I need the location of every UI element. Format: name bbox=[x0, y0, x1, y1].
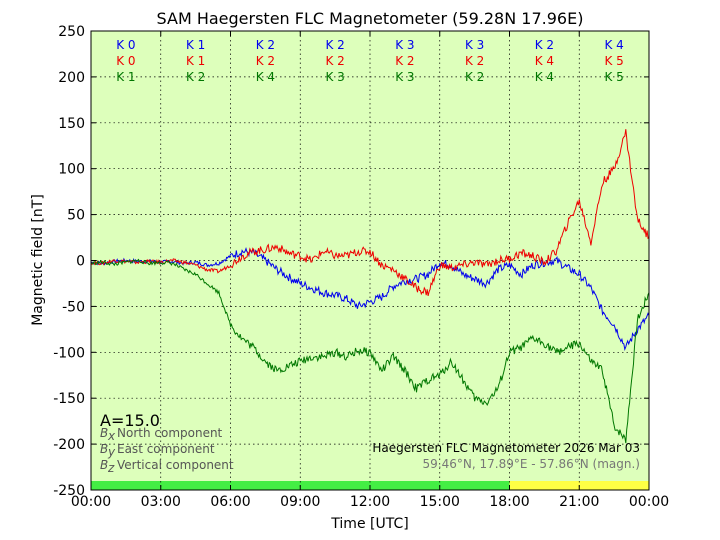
legend-label-y: East component bbox=[117, 442, 215, 456]
y-axis-label: Magnetic field [nT] bbox=[30, 194, 46, 326]
k-index-y-6: K 4 bbox=[535, 54, 554, 68]
x-tick-label-5: 15:00 bbox=[420, 494, 460, 510]
legend-subscript-y: y bbox=[107, 445, 116, 459]
k-index-z-7: K 5 bbox=[604, 70, 623, 84]
y-tick-label-2: -150 bbox=[53, 391, 85, 407]
legend-symbol-x: B bbox=[100, 426, 108, 440]
x-tick-label-4: 12:00 bbox=[350, 494, 390, 510]
k-index-y-7: K 5 bbox=[604, 54, 623, 68]
y-tick-label-5: 0 bbox=[76, 254, 85, 270]
chart-title: SAM Haegersten FLC Magnetometer (59.28N … bbox=[157, 9, 584, 28]
series-line-z bbox=[90, 258, 650, 444]
k-index-z-4: K 3 bbox=[395, 70, 414, 84]
k-index-y-5: K 2 bbox=[465, 54, 484, 68]
y-tick-label-9: 200 bbox=[58, 70, 85, 86]
footnote-title: Haegersten FLC Magnetometer 2026 Mar 03 bbox=[372, 441, 640, 455]
k-index-x-4: K 3 bbox=[395, 38, 414, 52]
k-index-table: K 0 K 1 K 2 K 2 K 3 K 3 K 2 K 4 K 0 K 1 K 2 K 2 K 2 K… bbox=[116, 38, 624, 84]
y-tick-label-0: -250 bbox=[53, 483, 85, 499]
k-index-x-5: K 3 bbox=[465, 38, 484, 52]
x-tick-label-1: 03:00 bbox=[141, 494, 181, 510]
k-index-x-3: K 2 bbox=[325, 38, 344, 52]
y-tick-label-1: -200 bbox=[53, 437, 85, 453]
series-group bbox=[90, 129, 650, 444]
y-tick-label-6: 50 bbox=[67, 208, 85, 224]
legend-symbol-z: B bbox=[100, 458, 108, 472]
a-index: A=15.0 bbox=[100, 411, 160, 430]
axis-ticks: 00:00 03:00 06:00 09:00 12:00 15:00 18:00 21:00… bbox=[53, 24, 669, 510]
x-tick-label-7: 21:00 bbox=[559, 494, 599, 510]
x-tick-label-8: 00:00 bbox=[629, 494, 669, 510]
y-tick-label-3: -100 bbox=[53, 345, 85, 361]
k-index-z-0: K 1 bbox=[116, 70, 135, 84]
k-index-z-2: K 4 bbox=[256, 70, 275, 84]
x-axis-label: Time [UTC] bbox=[330, 516, 408, 532]
series-line-y bbox=[90, 129, 650, 297]
y-tick-label-8: 150 bbox=[58, 116, 85, 132]
x-tick-label-3: 09:00 bbox=[280, 494, 320, 510]
k-index-x-0: K 0 bbox=[116, 38, 135, 52]
k-index-x-1: K 1 bbox=[186, 38, 205, 52]
k-index-y-2: K 2 bbox=[256, 54, 275, 68]
k-index-x-7: K 4 bbox=[604, 38, 623, 52]
y-tick-label-4: -50 bbox=[62, 299, 85, 315]
k-index-z-5: K 2 bbox=[465, 70, 484, 84]
legend-label-z: Vertical component bbox=[117, 458, 234, 472]
y-tick-label-7: 100 bbox=[58, 162, 85, 178]
x-tick-label-2: 06:00 bbox=[210, 494, 250, 510]
k-index-z-3: K 3 bbox=[325, 70, 344, 84]
x-tick-label-6: 18:00 bbox=[489, 494, 529, 510]
k-index-y-0: K 0 bbox=[116, 54, 135, 68]
k-index-y-1: K 1 bbox=[186, 54, 205, 68]
x-tick-label-0: 00:00 bbox=[71, 494, 111, 510]
legend-symbol-y: B bbox=[100, 442, 108, 456]
k-index-x-6: K 2 bbox=[535, 38, 554, 52]
k-index-y-3: K 2 bbox=[325, 54, 344, 68]
k-index-y-4: K 2 bbox=[395, 54, 414, 68]
k-index-x-2: K 2 bbox=[256, 38, 275, 52]
k-index-z-6: K 4 bbox=[535, 70, 554, 84]
footnote-coordinates: 59.46°N, 17.89°E - 57.86°N (magn.) bbox=[423, 457, 640, 471]
k-index-z-1: K 2 bbox=[186, 70, 205, 84]
y-tick-label-10: 250 bbox=[58, 24, 85, 40]
legend-subscript-z: z bbox=[107, 461, 115, 475]
legend-subscript-x: x bbox=[107, 429, 116, 443]
legend-label-x: North component bbox=[117, 426, 223, 440]
